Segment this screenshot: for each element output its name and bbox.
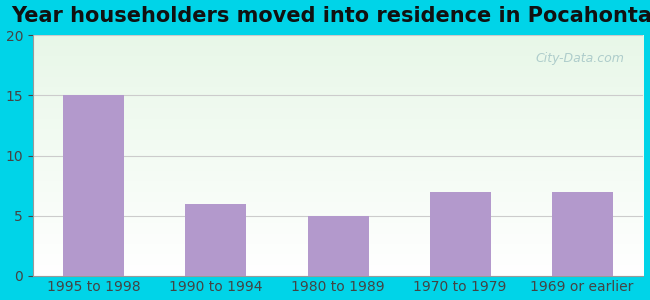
Bar bbox=[430, 191, 491, 276]
Bar bbox=[64, 95, 124, 276]
Title: Year householders moved into residence in Pocahontas: Year householders moved into residence i… bbox=[11, 6, 650, 26]
Bar bbox=[185, 203, 246, 276]
Text: City-Data.com: City-Data.com bbox=[536, 52, 625, 65]
Bar bbox=[307, 215, 369, 276]
Bar bbox=[552, 191, 612, 276]
